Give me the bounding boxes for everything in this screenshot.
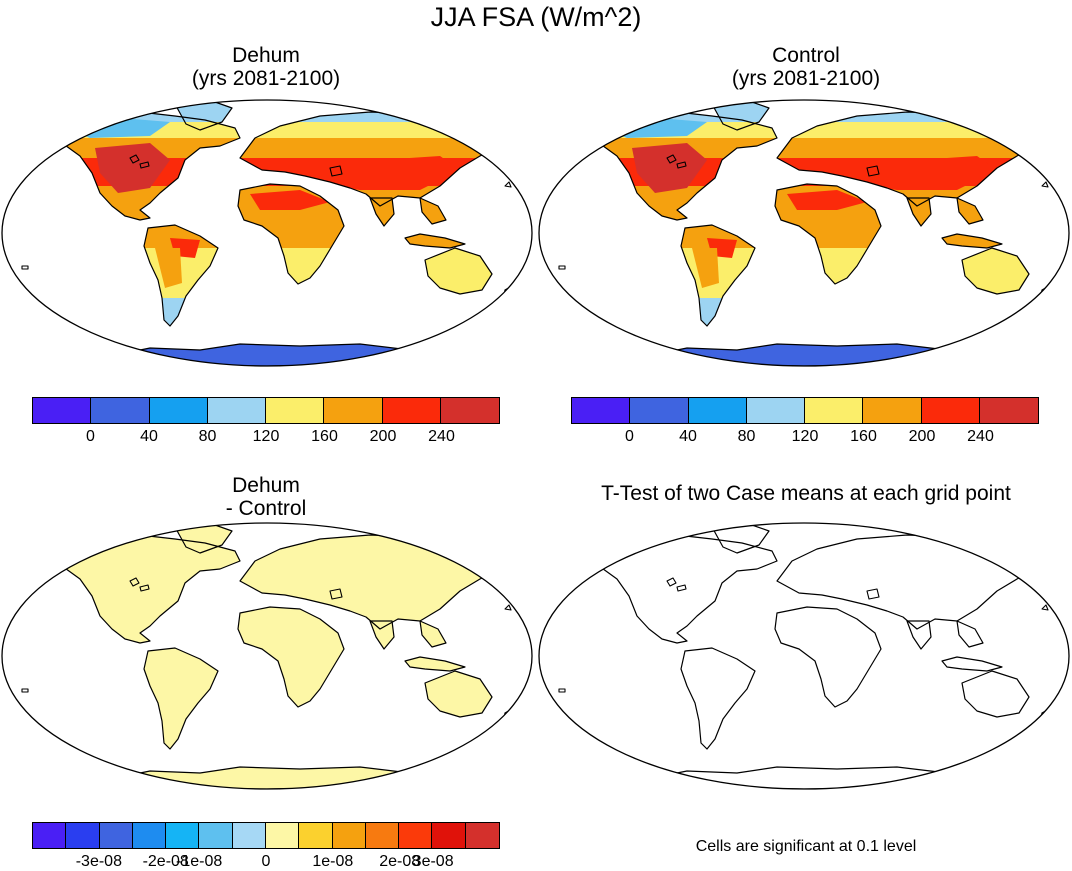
colorbar-tick-label: 2e-08	[379, 853, 421, 870]
colorbar-tick-label: 3e-08	[412, 853, 454, 870]
colorbar-swatch	[91, 398, 150, 423]
map-diff	[1, 522, 533, 790]
colorbar-swatch	[199, 823, 233, 848]
colorbar-swatch	[166, 823, 200, 848]
colorbar-tick-label: 0	[625, 428, 634, 445]
colorbar-swatch	[863, 398, 922, 423]
colorbar-swatch	[66, 823, 100, 848]
colorbar-swatch	[33, 398, 92, 423]
map-dehum	[1, 99, 533, 367]
colorbar-swatch	[688, 398, 747, 423]
colorbar-swatch	[324, 398, 383, 423]
colorbar-tick-label: 160	[311, 428, 338, 445]
colorbar-tick-label: 80	[737, 428, 756, 445]
colorbar-tick-label: 0	[261, 853, 271, 870]
colorbar-swatch	[33, 823, 67, 848]
colorbar-diff	[32, 822, 500, 849]
colorbar-tick-label: -2e-08	[142, 853, 189, 870]
map-control	[538, 99, 1070, 367]
colorbar-swatch	[630, 398, 689, 423]
panel-title-line1: Dehum	[232, 474, 300, 497]
colorbar-control	[571, 397, 1039, 424]
colorbar-swatch	[207, 398, 266, 423]
significance-note: Cells are significant at 0.1 level	[695, 838, 917, 855]
colorbar-swatch	[132, 823, 167, 848]
colorbar-tick-label: -1e-08	[176, 853, 223, 870]
colorbar-swatch	[572, 398, 631, 423]
figure-title: JJA FSA (W/m^2)	[430, 2, 642, 32]
colorbar-swatch	[265, 823, 300, 848]
panel-title-line2: - Control	[225, 497, 307, 520]
panel-title-dehum: Dehum (yrs 2081-2100)	[0, 44, 532, 90]
colorbar-tick-label: -3e-08	[75, 853, 122, 870]
colorbar-swatch	[465, 823, 499, 848]
colorbar-tick-label: 200	[369, 428, 397, 445]
colorbar-tick-label: 80	[198, 428, 217, 445]
colorbar-tick-label: 0	[86, 428, 95, 445]
panel-title-line1: Control	[772, 44, 840, 67]
colorbar-swatch	[805, 398, 864, 423]
colorbar-tick-label: 120	[791, 428, 819, 445]
colorbar-swatch	[232, 823, 266, 848]
panel-title-line2: (yrs 2081-2100)	[191, 67, 341, 90]
colorbar-swatch	[432, 823, 466, 848]
panel-title-diff: Dehum - Control	[0, 474, 532, 520]
colorbar-swatch	[149, 398, 208, 423]
colorbar-tick-label: 40	[679, 428, 697, 445]
map-ttest	[538, 522, 1070, 790]
colorbar-tick-label: 240	[428, 428, 455, 445]
colorbar-tick-label: 160	[850, 428, 877, 445]
colorbar-swatch	[332, 823, 366, 848]
panel-title-line2: (yrs 2081-2100)	[731, 67, 881, 90]
colorbar-swatch	[979, 398, 1038, 423]
colorbar-swatch	[382, 398, 441, 423]
colorbar-swatch	[99, 823, 133, 848]
colorbar-swatch	[746, 398, 805, 423]
colorbar-dehum	[32, 397, 500, 424]
panel-title-ttest: T-Test of two Case means at each grid po…	[601, 482, 1011, 505]
colorbar-swatch	[921, 398, 980, 423]
colorbar-swatch	[266, 398, 325, 423]
colorbar-swatch	[440, 398, 499, 423]
colorbar-swatch	[365, 823, 400, 848]
colorbar-tick-label: 240	[967, 428, 994, 445]
colorbar-tick-label: 200	[908, 428, 936, 445]
colorbar-tick-label: 40	[140, 428, 158, 445]
panel-title-line1: Dehum	[232, 44, 300, 67]
colorbar-tick-label: 120	[252, 428, 280, 445]
colorbar-swatch	[399, 823, 433, 848]
colorbar-tick-label: 1e-08	[312, 853, 354, 870]
panel-title-control: Control (yrs 2081-2100)	[540, 44, 1072, 90]
colorbar-swatch	[299, 823, 333, 848]
